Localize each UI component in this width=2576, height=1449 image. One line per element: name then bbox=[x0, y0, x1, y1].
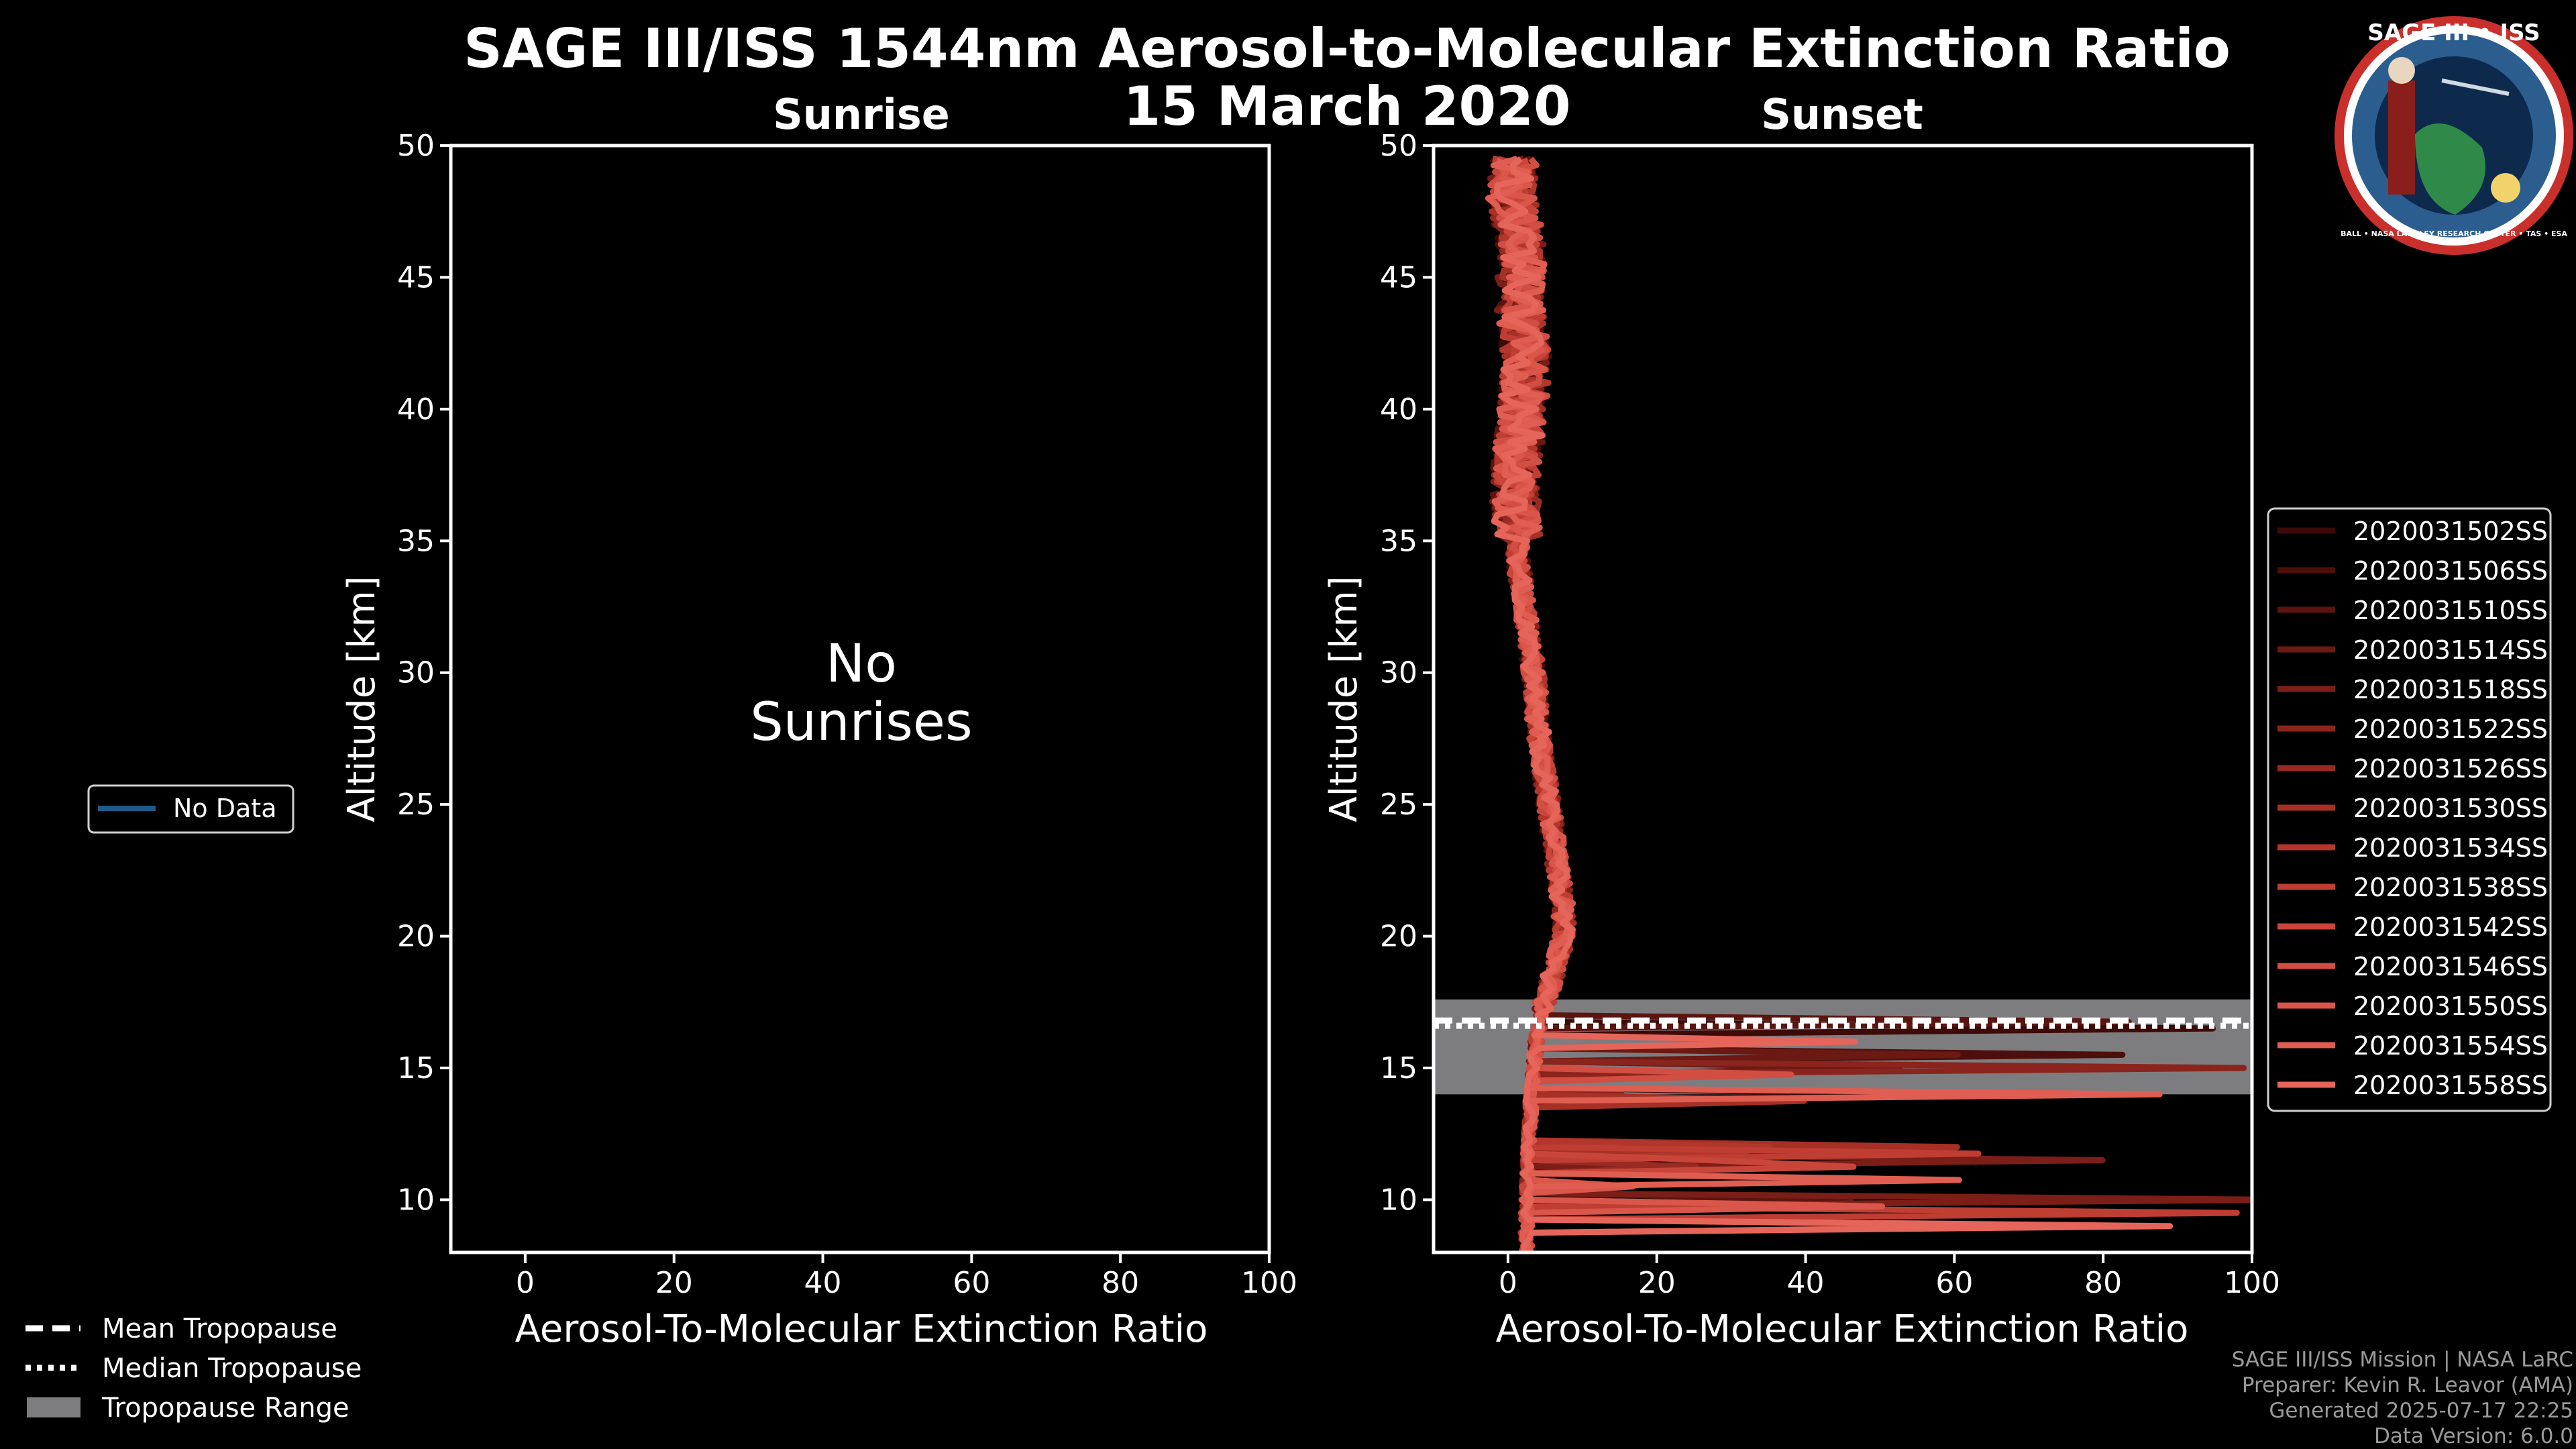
sunrise-x-tick-label: 60 bbox=[953, 1266, 990, 1300]
sunset-y-tick-label: 15 bbox=[1380, 1051, 1417, 1085]
sunset-y-tick-label: 45 bbox=[1380, 260, 1417, 294]
sunrise-plot-area bbox=[449, 144, 1271, 1254]
sunset-x-tick-label: 60 bbox=[1935, 1266, 1973, 1300]
logo-ring-text: BALL • NASA LANGLEY RESEARCH CENTER • TA… bbox=[2341, 229, 2567, 238]
sunset-x-tick-label: 20 bbox=[1638, 1266, 1676, 1300]
legend-label-2020031518SS: 2020031518SS bbox=[2353, 675, 2548, 704]
legend-label-2020031530SS: 2020031530SS bbox=[2353, 794, 2548, 823]
sunrise-x-tick-label: 0 bbox=[516, 1266, 535, 1300]
credit-preparer: Preparer: Kevin R. Leavor (AMA) bbox=[2242, 1373, 2573, 1397]
sunset-ticks: 0 20 40 60 80 100 10 15 20 25 30 35 40 45 50 bbox=[1380, 129, 2280, 1300]
sunrise-x-tick-label: 40 bbox=[804, 1266, 842, 1300]
sunset-y-tick-label: 40 bbox=[1380, 392, 1417, 427]
sunset-series-legend: 2020031502SS 2020031506SS 2020031510SS 2020… bbox=[2267, 507, 2552, 1112]
legend-label-2020031534SS: 2020031534SS bbox=[2353, 833, 2548, 863]
sunset-x-label: Aerosol-To-Molecular Extinction Ratio bbox=[1496, 1307, 2189, 1351]
sunrise-title: Sunrise bbox=[773, 90, 950, 139]
credits: SAGE III/ISS Mission | NASA LaRC Prepare… bbox=[2232, 1348, 2573, 1448]
credit-data-version: Data Version: 6.0.0 bbox=[2374, 1424, 2573, 1448]
legend-label-2020031542SS: 2020031542SS bbox=[2353, 912, 2548, 942]
sunrise-y-tick-label: 45 bbox=[397, 260, 435, 294]
legend-label-2020031554SS: 2020031554SS bbox=[2353, 1031, 2548, 1061]
legend-label-2020031550SS: 2020031550SS bbox=[2353, 991, 2548, 1021]
sunset-y-tick-label: 35 bbox=[1380, 524, 1417, 558]
legend-label-2020031510SS: 2020031510SS bbox=[2353, 596, 2548, 625]
legend-label-2020031522SS: 2020031522SS bbox=[2353, 714, 2548, 744]
mean-tropopause-legend-label: Mean Tropopause bbox=[102, 1313, 337, 1344]
sunset-y-tick-label: 30 bbox=[1380, 656, 1417, 690]
legend-label-2020031538SS: 2020031538SS bbox=[2353, 873, 2548, 902]
sunset-x-tick-label: 80 bbox=[2084, 1266, 2122, 1300]
sunrise-y-tick-label: 50 bbox=[397, 129, 435, 163]
sunset-y-tick-label: 10 bbox=[1380, 1183, 1417, 1217]
legend-label-2020031526SS: 2020031526SS bbox=[2353, 754, 2548, 784]
no-sunrises-line1: No bbox=[826, 634, 897, 694]
sunset-y-tick-label: 20 bbox=[1380, 920, 1417, 954]
median-tropopause-legend-label: Median Tropopause bbox=[102, 1353, 362, 1384]
legend-label-2020031558SS: 2020031558SS bbox=[2353, 1071, 2548, 1100]
sunset-panel: Sunset 0 20 40 60 80 100 10 15 20 25 30 35 40 45 50 Ae… bbox=[1322, 90, 2280, 1351]
sunset-title: Sunset bbox=[1761, 90, 1923, 139]
legend-label-2020031506SS: 2020031506SS bbox=[2353, 556, 2548, 586]
sunset-profiles bbox=[1485, 156, 2252, 1252]
logo-text: SAGE III • ISS bbox=[2367, 19, 2540, 46]
no-data-legend: No Data bbox=[87, 784, 294, 834]
sunset-y-label: Altitude [km] bbox=[1322, 576, 1366, 822]
sunrise-x-tick-label: 80 bbox=[1102, 1266, 1139, 1300]
sunrise-x-tick-label: 100 bbox=[1241, 1266, 1297, 1300]
sunset-x-tick-label: 100 bbox=[2224, 1266, 2280, 1300]
sunset-x-tick-label: 0 bbox=[1499, 1266, 1517, 1300]
sunrise-y-label: Altitude [km] bbox=[340, 576, 384, 822]
sunrise-y-tick-label: 35 bbox=[397, 524, 435, 558]
profile-line-2020031558SS bbox=[1491, 156, 2174, 1252]
no-sunrises-line2: Sunrises bbox=[750, 692, 972, 753]
credit-generated: Generated 2025-07-17 22:25 bbox=[2269, 1399, 2573, 1423]
sunrise-y-tick-label: 30 bbox=[397, 656, 435, 690]
sunset-x-tick-label: 40 bbox=[1787, 1266, 1825, 1300]
sunrise-y-tick-label: 10 bbox=[397, 1183, 435, 1217]
figure-title: SAGE III/ISS 1544nm Aerosol-to-Molecular… bbox=[464, 17, 2231, 80]
figure-date: 15 March 2020 bbox=[1123, 75, 1570, 138]
tropopause-legend: Mean Tropopause Median Tropopause Tropop… bbox=[25, 1313, 362, 1424]
sunrise-x-label: Aerosol-To-Molecular Extinction Ratio bbox=[515, 1307, 1208, 1351]
legend-label-2020031514SS: 2020031514SS bbox=[2353, 635, 2548, 665]
legend-label-2020031502SS: 2020031502SS bbox=[2353, 517, 2548, 546]
credit-mission: SAGE III/ISS Mission | NASA LaRC bbox=[2232, 1348, 2573, 1372]
sunrise-y-tick-label: 40 bbox=[397, 392, 435, 427]
sunrise-y-tick-label: 15 bbox=[397, 1051, 435, 1085]
no-data-legend-label: No Data bbox=[173, 794, 277, 823]
sunrise-x-tick-label: 20 bbox=[655, 1266, 693, 1300]
sunset-plot-frame bbox=[1432, 144, 2254, 1254]
sunrise-y-tick-label: 25 bbox=[397, 788, 435, 822]
sage-iii-iss-logo: SAGE III • ISS BALL • NASA LANGLEY RESEA… bbox=[2334, 16, 2573, 255]
sunrise-panel: Sunrise 0 20 40 60 80 100 10 15 20 25 30 35 40 45 50 N… bbox=[340, 90, 1297, 1351]
sunrise-y-tick-label: 20 bbox=[397, 920, 435, 954]
legend-label-2020031546SS: 2020031546SS bbox=[2353, 952, 2548, 981]
sunrise-ticks: 0 20 40 60 80 100 10 15 20 25 30 35 40 45 50 bbox=[397, 129, 1297, 1300]
sunset-y-tick-label: 50 bbox=[1380, 129, 1417, 163]
sunset-y-tick-label: 25 bbox=[1380, 788, 1417, 822]
tropopause-range-legend-label: Tropopause Range bbox=[101, 1393, 350, 1424]
